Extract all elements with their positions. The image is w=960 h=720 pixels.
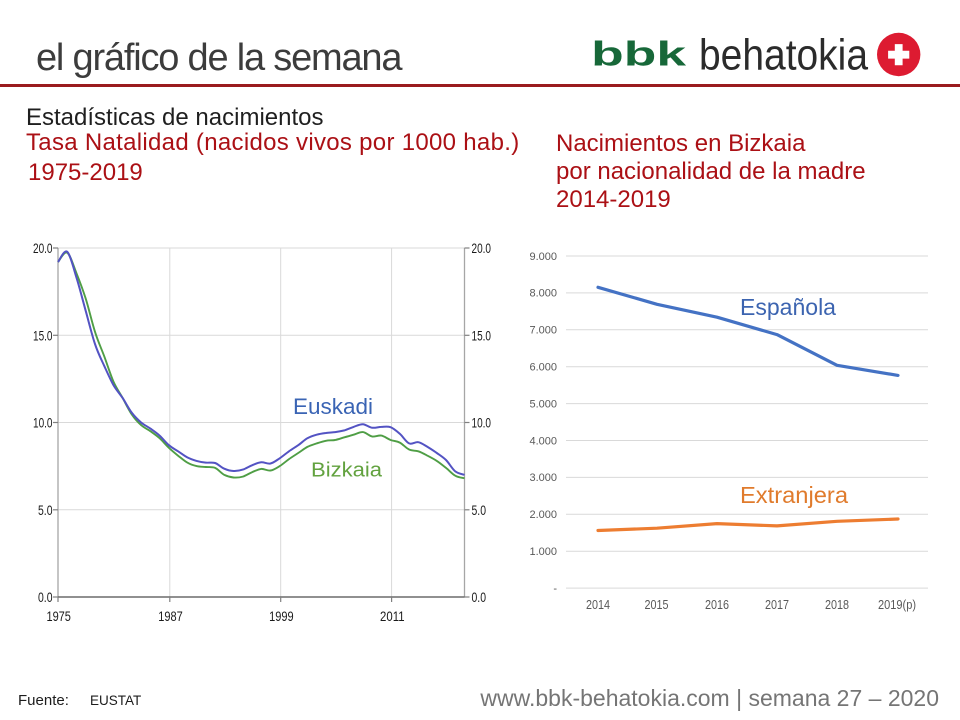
svg-text:2014: 2014 (586, 597, 610, 612)
svg-text:4.000: 4.000 (529, 435, 557, 447)
svg-text:1.000: 1.000 (529, 546, 557, 558)
svg-text:7.000: 7.000 (529, 325, 557, 337)
svg-text:2.000: 2.000 (529, 509, 557, 521)
svg-text:5.000: 5.000 (529, 398, 557, 410)
svg-text:10.0: 10.0 (33, 415, 53, 431)
svg-text:2018: 2018 (825, 597, 849, 612)
svg-text:5.0: 5.0 (38, 502, 53, 518)
svg-text:2016: 2016 (705, 597, 729, 612)
svg-text:1999: 1999 (269, 608, 294, 624)
svg-text:20.0: 20.0 (33, 240, 53, 256)
svg-text:10.0: 10.0 (472, 415, 492, 431)
svg-text:2017: 2017 (765, 597, 789, 612)
svg-text:Bizkaia: Bizkaia (311, 459, 383, 482)
svg-text:2015: 2015 (645, 597, 669, 612)
svg-text:-: - (553, 583, 557, 595)
svg-text:20.0: 20.0 (472, 240, 492, 256)
svg-text:9.000: 9.000 (529, 251, 557, 263)
svg-text:15.0: 15.0 (472, 327, 492, 343)
svg-text:1975: 1975 (46, 608, 71, 624)
svg-text:8.000: 8.000 (529, 288, 557, 300)
svg-text:15.0: 15.0 (33, 327, 53, 343)
svg-text:Extranjera: Extranjera (740, 482, 848, 508)
svg-text:1987: 1987 (158, 608, 183, 624)
svg-text:5.0: 5.0 (472, 502, 487, 518)
svg-text:behatokia: behatokia (699, 32, 869, 80)
svg-text:3.000: 3.000 (529, 472, 557, 484)
svg-text:0.0: 0.0 (38, 589, 53, 605)
svg-text:2019(p): 2019(p) (878, 597, 916, 612)
svg-text:Euskadi: Euskadi (293, 394, 373, 419)
svg-text:Española: Española (740, 294, 836, 320)
svg-text:2011: 2011 (380, 608, 405, 624)
svg-text:bbk: bbk (591, 36, 686, 74)
svg-text:0.0: 0.0 (472, 589, 487, 605)
svg-text:6.000: 6.000 (529, 362, 557, 374)
